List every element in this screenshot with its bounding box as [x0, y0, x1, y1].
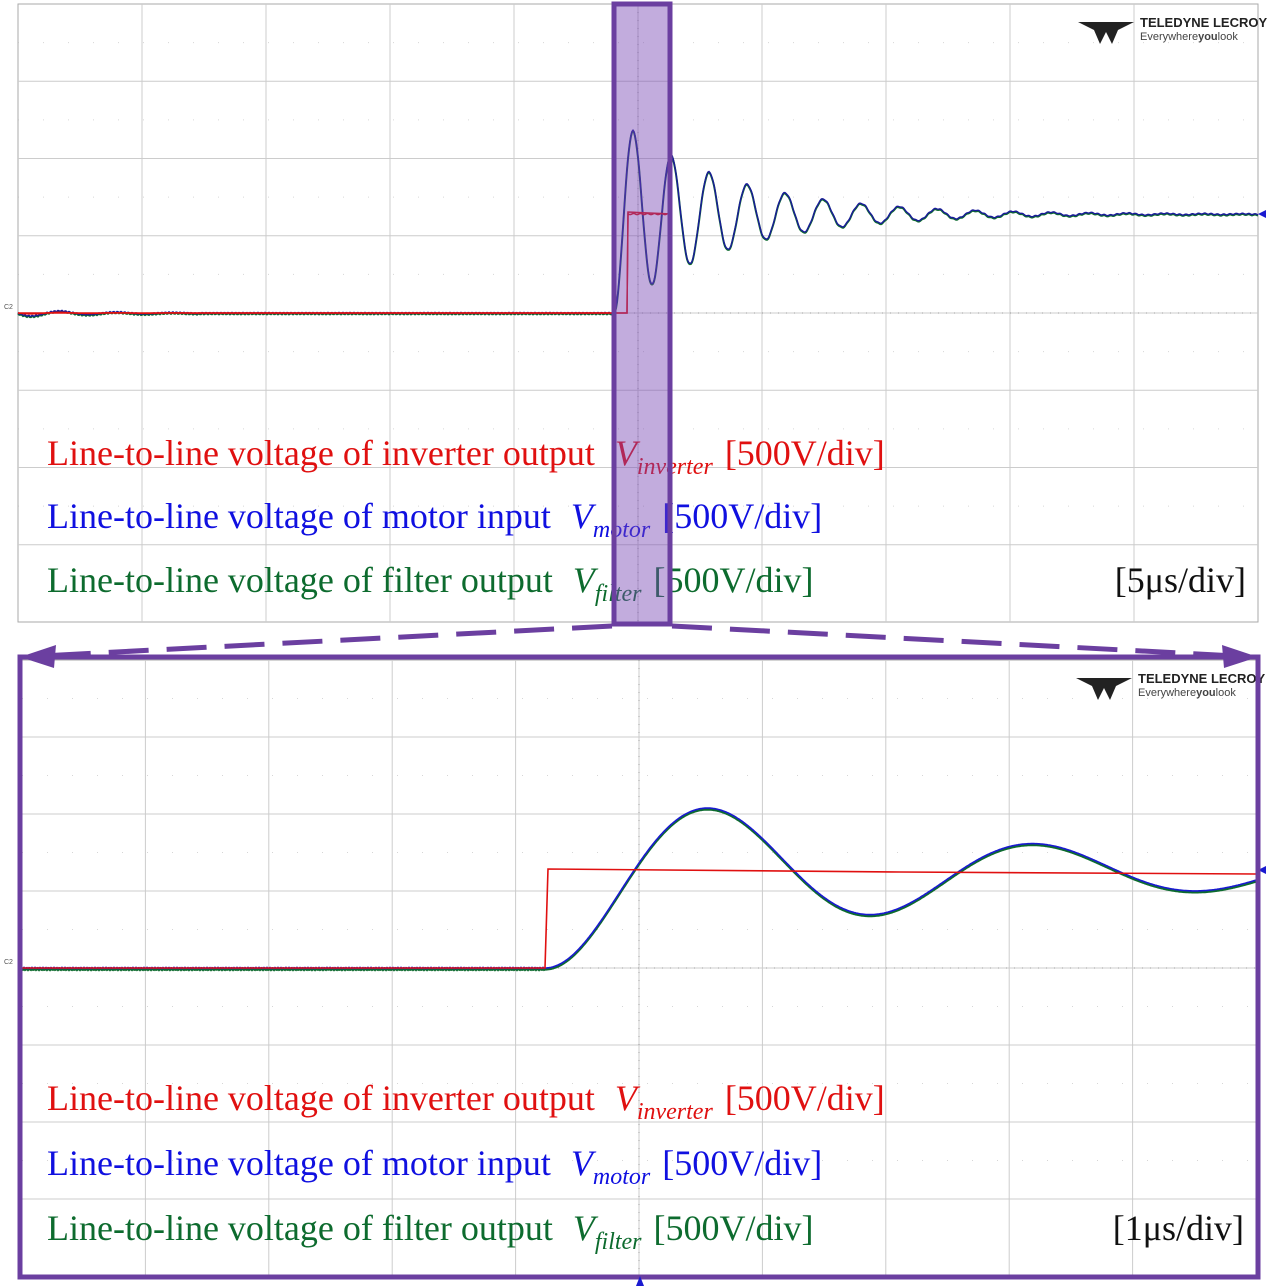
legend-text: Line-to-line voltage of motor input	[47, 496, 551, 536]
legend-symbol: V	[573, 560, 599, 600]
filter-waveform	[21, 808, 1257, 972]
inverter-waveform	[18, 211, 673, 314]
inverter-waveform	[22, 868, 1257, 969]
zoom-frame	[17, 654, 1261, 1280]
channel-marker: C2	[4, 959, 13, 966]
legend-entry: Line-to-line voltage of filter output Vfi…	[47, 560, 814, 607]
trigger-arrow	[636, 1276, 644, 1286]
logo-tagline: Everywhereyoulook	[1138, 687, 1236, 699]
legend-symbol: V	[573, 1208, 599, 1248]
zoom-line	[39, 623, 613, 659]
zoom-highlight	[611, 1, 673, 627]
logo-tagline-part: look	[1216, 687, 1237, 699]
legend-scale: [500V/div]	[662, 1143, 822, 1183]
channel-marker: C2	[4, 304, 13, 311]
legend-text: Line-to-line voltage of inverter output	[47, 433, 595, 473]
channel-arrow	[1258, 210, 1266, 218]
logo-tagline: Everywhereyoulook	[1140, 31, 1238, 43]
logo-tagline-part: you	[1196, 687, 1216, 699]
legend-scale: [500V/div]	[725, 1078, 885, 1118]
legend-subscript: motor	[593, 1164, 651, 1190]
logo-tagline-part: Everywhere	[1138, 687, 1196, 699]
legend-entry: Line-to-line voltage of inverter output V…	[47, 433, 885, 480]
legend-text: Line-to-line voltage of motor input	[47, 1143, 551, 1183]
legend-subscript: motor	[593, 517, 651, 543]
legend-entry: Line-to-line voltage of filter output Vfi…	[47, 1208, 814, 1255]
legend-entry: Line-to-line voltage of inverter output V…	[47, 1078, 885, 1125]
legend-text: Line-to-line voltage of inverter output	[47, 1078, 595, 1118]
legend-text: Line-to-line voltage of filter output	[47, 1208, 553, 1248]
logo-tagline-part: look	[1218, 31, 1239, 43]
legend-text: Line-to-line voltage of filter output	[47, 560, 553, 600]
logo-tagline-part: you	[1198, 31, 1218, 43]
logo-icon	[1078, 22, 1134, 44]
legend-scale: [500V/div]	[662, 496, 822, 536]
legend-scale: [500V/div]	[725, 433, 885, 473]
legend-subscript: inverter	[637, 1099, 714, 1125]
legend-scale: [500V/div]	[654, 1208, 814, 1248]
channel-arrow	[1258, 866, 1266, 874]
legend-symbol: V	[615, 1078, 641, 1118]
logo-tagline-part: Everywhere	[1140, 31, 1198, 43]
legend-symbol: V	[615, 433, 641, 473]
legend-entry: Line-to-line voltage of motor input Vmoto…	[47, 1143, 822, 1190]
logo-icon	[1076, 678, 1132, 700]
timebase: [5μs/div]	[1115, 560, 1246, 600]
legend-scale: [500V/div]	[654, 560, 814, 600]
logo-brand: TELEDYNE LECROY	[1138, 671, 1265, 686]
legend-subscript: filter	[595, 581, 642, 607]
legend-subscript: inverter	[637, 454, 714, 480]
logo-brand: TELEDYNE LECROY	[1140, 15, 1267, 30]
legend-symbol: V	[571, 1143, 597, 1183]
legend-symbol: V	[571, 496, 597, 536]
legend-subscript: filter	[595, 1229, 642, 1255]
timebase: [1μs/div]	[1113, 1208, 1244, 1248]
legend-entry: Line-to-line voltage of motor input Vmoto…	[47, 496, 822, 543]
zoom-line	[671, 623, 1237, 659]
